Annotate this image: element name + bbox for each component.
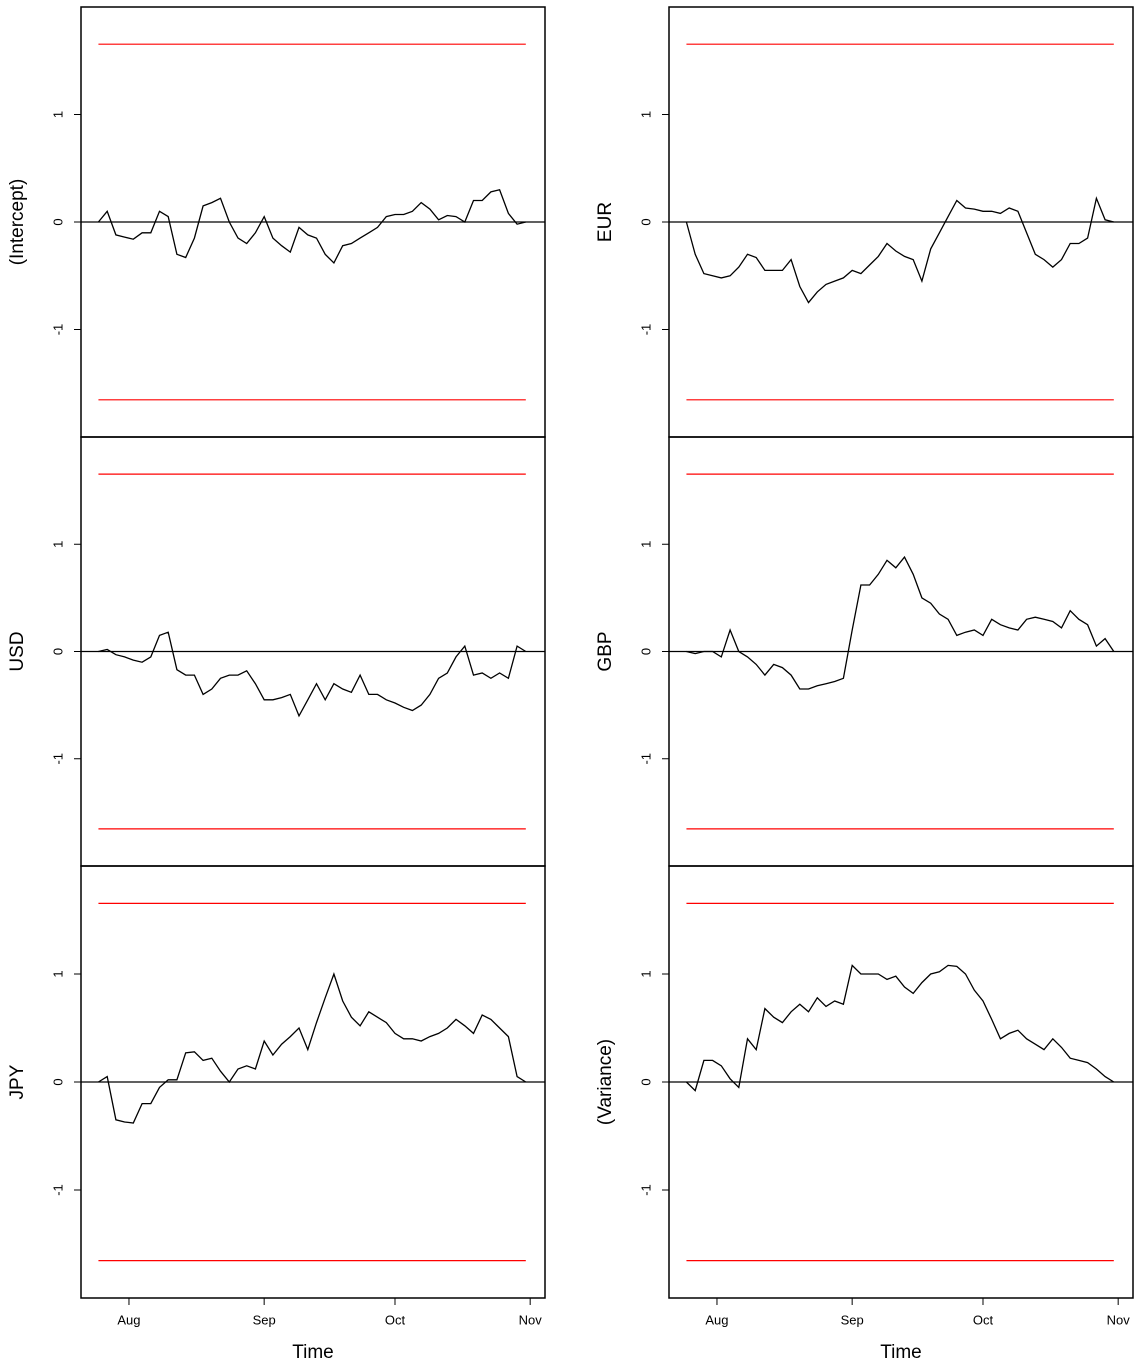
x-tick-label: Sep: [841, 1312, 864, 1327]
x-tick-label: Nov: [519, 1312, 543, 1327]
series-line: [686, 555, 1115, 690]
y-axis-title: (Variance): [595, 1039, 616, 1125]
y-tick-label: 0: [638, 1078, 653, 1085]
y-tick-label: -1: [50, 753, 65, 765]
x-axis-title: Time: [292, 1342, 334, 1363]
y-tick-label: 0: [50, 648, 65, 655]
y-axis-title: (Intercept): [7, 179, 28, 266]
y-tick-label: 1: [638, 541, 653, 548]
series-line: [685, 964, 1115, 1092]
y-tick-label: 1: [50, 970, 65, 977]
y-tick-label: 0: [638, 218, 653, 225]
x-axis-title: Time: [880, 1342, 922, 1363]
y-tick-label: 1: [638, 970, 653, 977]
x-tick-label: Oct: [385, 1312, 406, 1327]
y-tick-label: 1: [50, 541, 65, 548]
x-tick-label: Aug: [705, 1312, 728, 1327]
y-tick-label: 1: [50, 111, 65, 118]
y-tick-label: 1: [638, 111, 653, 118]
y-axis-title: EUR: [595, 202, 616, 242]
y-tick-label: 0: [50, 1078, 65, 1085]
y-axis-title: USD: [7, 631, 28, 671]
x-tick-label: Nov: [1107, 1312, 1131, 1327]
y-tick-label: -1: [638, 753, 653, 765]
series-line: [98, 972, 527, 1124]
y-tick-label: -1: [638, 1184, 653, 1196]
y-tick-label: -1: [50, 324, 65, 336]
y-tick-label: -1: [50, 1184, 65, 1196]
series-line: [98, 631, 527, 718]
y-tick-label: 0: [638, 648, 653, 655]
series-line: [97, 189, 526, 264]
x-tick-label: Aug: [117, 1312, 140, 1327]
y-tick-label: 0: [50, 218, 65, 225]
y-axis-title: JPY: [7, 1064, 28, 1099]
y-tick-label: -1: [638, 324, 653, 336]
x-tick-label: Sep: [253, 1312, 276, 1327]
x-tick-label: Oct: [973, 1312, 994, 1327]
series-line: [685, 196, 1114, 304]
y-axis-title: GBP: [595, 631, 616, 671]
